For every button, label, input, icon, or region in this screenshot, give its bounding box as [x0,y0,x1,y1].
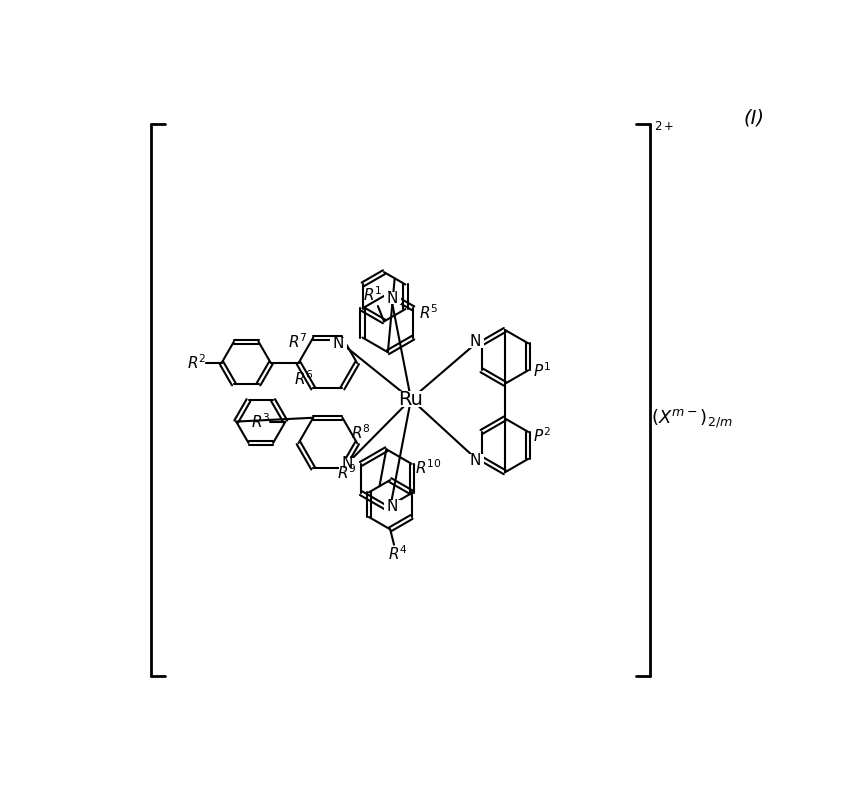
Bar [467,455,483,466]
Text: N: N [341,456,352,471]
Text: $P^{1}$: $P^{1}$ [533,361,551,379]
Text: $R^{2}$: $R^{2}$ [187,353,207,371]
Text: $R^{6}$: $R^{6}$ [294,370,314,388]
Text: $R^{10}$: $R^{10}$ [415,459,442,477]
Text: $^{2+}$: $^{2+}$ [654,122,674,140]
Text: $R^{7}$: $R^{7}$ [288,332,307,351]
Bar [467,336,483,348]
Text: $R^{3}$: $R^{3}$ [251,413,271,431]
Text: (I): (I) [744,109,765,128]
Bar [384,500,401,512]
Text: N: N [470,334,481,349]
Text: N: N [333,337,345,352]
Bar [330,337,347,350]
Text: $R^{5}$: $R^{5}$ [419,303,438,322]
Text: Ru: Ru [398,390,424,409]
Text: N: N [470,453,481,468]
Bar [384,292,401,304]
Text: $(X^{m-})_{2/m}$: $(X^{m-})_{2/m}$ [651,407,733,430]
Bar [339,458,356,470]
Text: $R^{1}$: $R^{1}$ [363,285,382,304]
Text: $R^{9}$: $R^{9}$ [338,464,357,482]
Text: N: N [387,499,398,514]
Text: N: N [387,291,398,306]
Text: $R^{8}$: $R^{8}$ [351,423,371,442]
Text: $P^{2}$: $P^{2}$ [533,426,551,445]
Text: $R^{4}$: $R^{4}$ [388,545,408,563]
Bar [398,391,424,407]
